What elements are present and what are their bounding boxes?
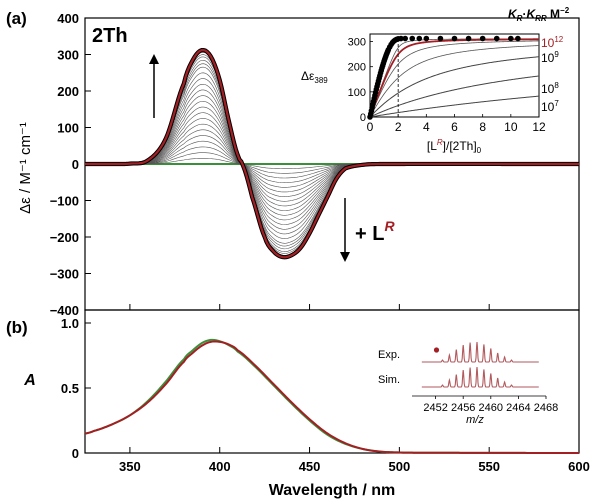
- isotherm-x-tick-label: 0: [367, 120, 374, 134]
- ms-trace-Sim: [421, 366, 539, 388]
- isotherm-y-tick-label: 100: [348, 87, 366, 99]
- isotherm-point: [465, 35, 472, 42]
- ms-x-tick-label: 2468: [534, 402, 558, 414]
- cd-addition-label: + LR: [355, 218, 395, 245]
- isotherm-point: [515, 35, 521, 42]
- isotherm-point: [402, 35, 409, 42]
- isotherm-model-line-1: [369, 56, 540, 118]
- isotherm-x-tick-label: 6: [451, 120, 458, 134]
- isotherm-y-tick-label: 300: [348, 37, 366, 49]
- cd-compound-label: 2Th: [92, 25, 128, 47]
- ms-x-axis-label: m/z: [466, 414, 484, 426]
- uv-curves: [84, 338, 579, 454]
- isotherm-y-axis-label: Δε389: [301, 69, 328, 85]
- cd-y-tick-label: 300: [57, 48, 79, 63]
- isotherm-point: [508, 35, 514, 42]
- isotherm-label-k8: 108: [541, 81, 559, 96]
- isotherm-point: [398, 35, 404, 42]
- cd-y-tick-label: 200: [57, 84, 79, 99]
- cd-final-line: [85, 48, 579, 259]
- ms-x-tick-label: 2460: [479, 402, 503, 414]
- isotherm-point: [437, 35, 444, 42]
- cd-curves: [85, 47, 579, 260]
- cd-y-tick-label: 0: [72, 157, 79, 172]
- panel-b-label: (b): [6, 318, 28, 337]
- isotherm-point: [409, 35, 416, 42]
- cd-y-ticks: 400 300 200 100 0 −100 −200 −300 −400: [50, 11, 91, 318]
- isotherm-x-tick-label: 2: [395, 120, 402, 134]
- isotherm-x-tick-label: 12: [532, 120, 546, 134]
- isotherm-y-tick-label: 0: [360, 112, 366, 124]
- uv-x-tick-label: 550: [478, 459, 500, 474]
- uv-x-ticks: 350 400 450 500 550 600: [119, 447, 590, 474]
- cd-y-tick-label: −100: [50, 194, 79, 209]
- uv-y-tick-label: 0.5: [61, 381, 79, 396]
- cd-y-tick-label: 400: [57, 11, 79, 26]
- isotherm-points: [367, 35, 521, 120]
- cd-y-tick-label: −300: [50, 267, 79, 282]
- cd-y-tick-label: 100: [57, 121, 79, 136]
- ms-trace-Exp: [421, 341, 539, 363]
- isotherm-point: [416, 35, 423, 42]
- isotherm-point: [493, 35, 500, 42]
- uv-chart: 0 0.5 1.0 350 400 450 500 550 600 A Wavelength …: [23, 309, 590, 499]
- cd-down-arrow-head: [340, 252, 350, 262]
- uv-y-tick-label: 1.0: [61, 316, 79, 331]
- uv-x-axis-label: Wavelength / nm: [269, 482, 396, 499]
- isotherm-label-k7: 107: [541, 99, 559, 114]
- uv-line-final: [84, 340, 579, 454]
- panel-a-label: (a): [6, 9, 27, 28]
- ms-inset: Exp. Sim. 2452 2456 2460 2464 2468 m/z: [378, 341, 558, 426]
- ms-x-tick-label: 2456: [451, 402, 475, 414]
- isotherm-ticks: 0 2 4 6 8 10 12 0 100 200 300: [348, 37, 546, 134]
- cd-y-axis-label: Δε / M⁻¹ cm⁻¹: [17, 122, 34, 214]
- cd-y-tick-label: −400: [50, 303, 79, 318]
- isotherm-x-tick-label: 4: [423, 120, 430, 134]
- cd-y-tick-label: −200: [50, 230, 79, 245]
- isotherm-point: [423, 35, 430, 42]
- cd-x-ticks: [129, 304, 580, 310]
- isotherm-point: [451, 35, 458, 42]
- uv-y-tick-label: 0: [72, 446, 79, 461]
- isotherm-x-tick-label: 8: [479, 120, 486, 134]
- ms-marker-dot: [433, 347, 440, 353]
- uv-x-tick-label: 400: [209, 459, 231, 474]
- uv-x-tick-label: 500: [389, 459, 411, 474]
- isotherm-model-line-3: [369, 95, 540, 118]
- ms-sim-label: Sim.: [378, 374, 400, 386]
- uv-y-axis-label: A: [23, 372, 36, 389]
- uv-x-tick-label: 350: [119, 459, 141, 474]
- ms-exp-label: Exp.: [378, 349, 400, 361]
- isotherm-y-tick-label: 200: [348, 62, 366, 74]
- ms-traces: [421, 341, 539, 388]
- isotherm-legend-title: KR·KRR M−2: [508, 6, 570, 23]
- ms-x-tick-label: 2452: [423, 402, 447, 414]
- cd-up-arrow-head: [149, 54, 159, 64]
- ms-x-tick-label: 2464: [506, 402, 530, 414]
- isotherm-point: [479, 35, 486, 42]
- uv-plot-frame: [84, 309, 580, 454]
- uv-x-tick-label: 450: [299, 459, 321, 474]
- isotherm-label-k12: 1012: [541, 35, 564, 50]
- ms-ticks: 2452 2456 2460 2464 2468: [412, 395, 558, 414]
- uv-y-ticks: 0 0.5 1.0: [61, 316, 91, 461]
- uv-x-tick-label: 600: [568, 459, 590, 474]
- isotherm-model-line-extra-2: [369, 45, 540, 118]
- isotherm-x-tick-label: 10: [504, 120, 518, 134]
- isotherm-x-axis-label: [LR]/[2Th]0: [427, 138, 482, 155]
- isotherm-label-k9: 109: [541, 50, 559, 65]
